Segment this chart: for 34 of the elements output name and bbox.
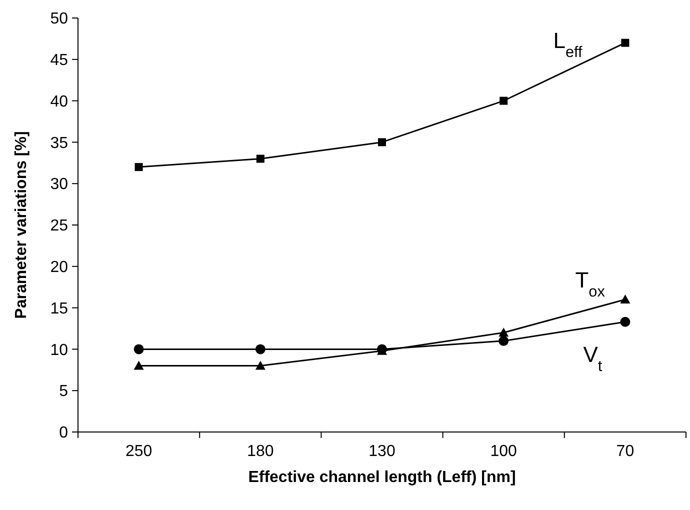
point: [620, 294, 630, 304]
point: [500, 96, 508, 105]
point: [378, 138, 386, 146]
point: [256, 154, 264, 163]
y-tick-label: 5: [59, 383, 68, 400]
x-axis-title: Effective channel length (Leff) [nm]: [248, 469, 516, 486]
y-tick-label: 10: [50, 342, 68, 359]
point: [255, 360, 266, 370]
y-tick-label: 30: [50, 176, 68, 194]
x-tick-label: 100: [490, 443, 518, 460]
y-tick-label: 45: [50, 52, 68, 69]
y-tick-label: 35: [50, 134, 68, 152]
y-axis-title: Parameter variations [%]: [13, 131, 30, 319]
x-tick-label: 70: [616, 443, 634, 460]
x-tick-label: 250: [125, 443, 152, 460]
y-tick-label: 15: [50, 300, 68, 318]
point: [620, 316, 630, 327]
y-tick-label: 40: [50, 93, 68, 110]
y-tick-label: 25: [50, 218, 68, 235]
x-tick-label: 180: [247, 443, 274, 460]
point: [621, 38, 630, 47]
point: [134, 360, 144, 370]
point: [134, 344, 144, 354]
y-tick-label: 50: [50, 10, 68, 28]
point: [255, 344, 266, 354]
point: [134, 163, 143, 172]
y-tick-label: 20: [50, 259, 68, 276]
y-tick-label: 0: [59, 424, 68, 442]
series-label: V$_{t}$: [583, 342, 603, 374]
point: [498, 336, 509, 346]
series-label: T$_{ox}$: [575, 268, 606, 300]
series-label: L$_{eff}$: [553, 28, 584, 60]
point: [498, 328, 509, 337]
x-tick-label: 130: [368, 443, 396, 460]
